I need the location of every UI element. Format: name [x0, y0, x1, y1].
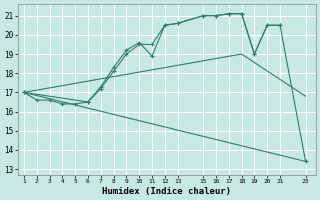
X-axis label: Humidex (Indice chaleur): Humidex (Indice chaleur) — [102, 187, 231, 196]
